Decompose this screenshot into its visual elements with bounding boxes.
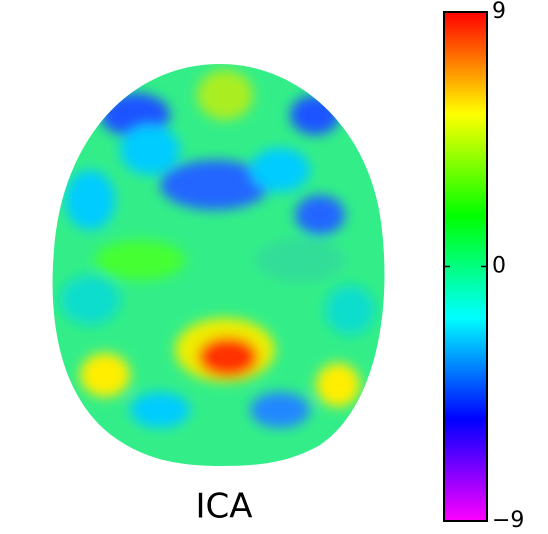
colorbar [443, 11, 488, 522]
plot-title: ICA [195, 487, 252, 527]
tick-label: −9 [492, 508, 524, 533]
brain-map [52, 64, 385, 466]
tick-label: 9 [492, 0, 506, 24]
tick-label: 0 [492, 254, 506, 279]
